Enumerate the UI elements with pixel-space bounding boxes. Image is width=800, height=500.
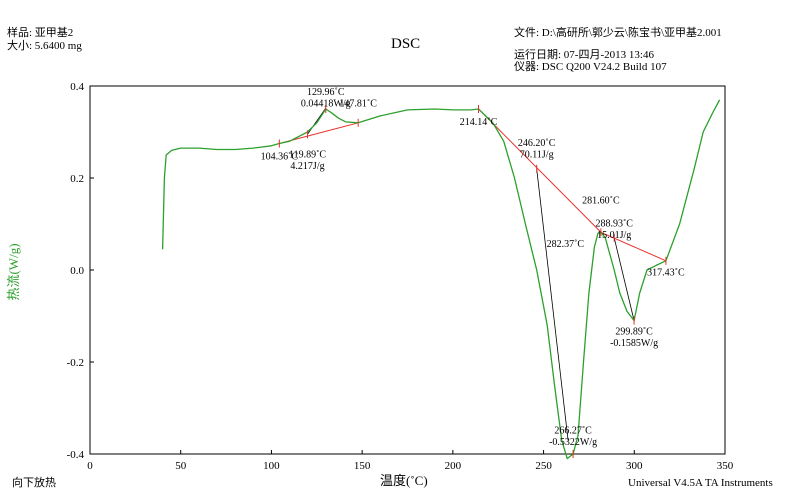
tangent-layer bbox=[307, 107, 635, 441]
exo-direction-note: 向下放热 bbox=[12, 477, 56, 489]
y-tick-label: 0.0 bbox=[70, 265, 84, 277]
y-tick-label: -0.2 bbox=[67, 357, 84, 369]
y-tick-label: 0.4 bbox=[70, 81, 84, 93]
plot-frame bbox=[89, 85, 726, 455]
run-date-label: 运行日期: 07-四月-2013 13:46 bbox=[514, 49, 654, 61]
peak-annotation: 246.20˚C bbox=[518, 138, 556, 149]
x-tick-label: 300 bbox=[626, 460, 643, 472]
sample-label: 样品: 亚甲基2 bbox=[7, 27, 74, 39]
x-axis-title: 温度(˚C) bbox=[380, 473, 428, 488]
onset-tangent-line bbox=[307, 107, 327, 135]
marker-layer bbox=[278, 105, 667, 458]
peak-annotation: 288.93˚C bbox=[595, 218, 633, 229]
peak-annotation: 104.36˚C bbox=[261, 152, 299, 163]
peak-annotation: 119.89˚C bbox=[289, 149, 326, 160]
file-label: 文件: D:\高研所\郭少云\陈宝书\亚甲基2.001 bbox=[514, 27, 722, 39]
onset-tangent-line bbox=[613, 237, 635, 321]
y-tick-label: 0.2 bbox=[70, 173, 84, 185]
peak-annotation: 0.04418W/g bbox=[301, 99, 351, 110]
size-label: 大小: 5.6400 mg bbox=[7, 40, 82, 52]
x-tick-label: 0 bbox=[87, 460, 93, 472]
peak-annotation: 70.11J/g bbox=[520, 149, 554, 160]
peak-annotation: 15.01J/g bbox=[597, 230, 631, 241]
peak-annotation: 282.37˚C bbox=[547, 239, 585, 250]
x-tick-label: 150 bbox=[354, 460, 371, 472]
x-tick-label: 100 bbox=[263, 460, 280, 472]
peak-annotation: 317.43˚C bbox=[647, 268, 685, 279]
ticks-layer: 0.4 0.2 0.0 -0.2 -0.40 50 100 150 200 250 300 350 bbox=[67, 81, 734, 472]
peak-annotation: 266.27˚C bbox=[554, 425, 592, 436]
peak-annotation: -0.5322W/g bbox=[549, 437, 597, 448]
x-tick-label: 50 bbox=[175, 460, 187, 472]
peak-annotation: 147.81˚C bbox=[339, 99, 377, 110]
software-label: Universal V4.5A TA Instruments bbox=[628, 477, 773, 489]
chart-title: DSC bbox=[391, 36, 421, 52]
peak-annotation: 214.14˚C bbox=[460, 117, 498, 128]
instrument-label: 仪器: DSC Q200 V24.2 Build 107 bbox=[514, 61, 667, 73]
y-tick-label: -0.4 bbox=[67, 449, 85, 461]
peak-annotation: 129.96˚C bbox=[307, 87, 345, 98]
onset-tangent-line bbox=[536, 168, 569, 441]
peak-annotation: 4.217J/g bbox=[290, 161, 324, 172]
dsc-curve bbox=[161, 99, 721, 460]
x-tick-label: 350 bbox=[717, 460, 734, 472]
baseline-segment bbox=[600, 231, 667, 262]
curve-layer bbox=[161, 99, 721, 460]
peak-annotation: 281.60˚C bbox=[582, 195, 620, 206]
peak-annotation: 299.89˚C bbox=[615, 326, 653, 337]
baseline-segment bbox=[478, 108, 602, 233]
peak-annotation: -0.1585W/g bbox=[610, 338, 658, 349]
x-tick-label: 250 bbox=[535, 460, 552, 472]
x-tick-label: 200 bbox=[445, 460, 462, 472]
